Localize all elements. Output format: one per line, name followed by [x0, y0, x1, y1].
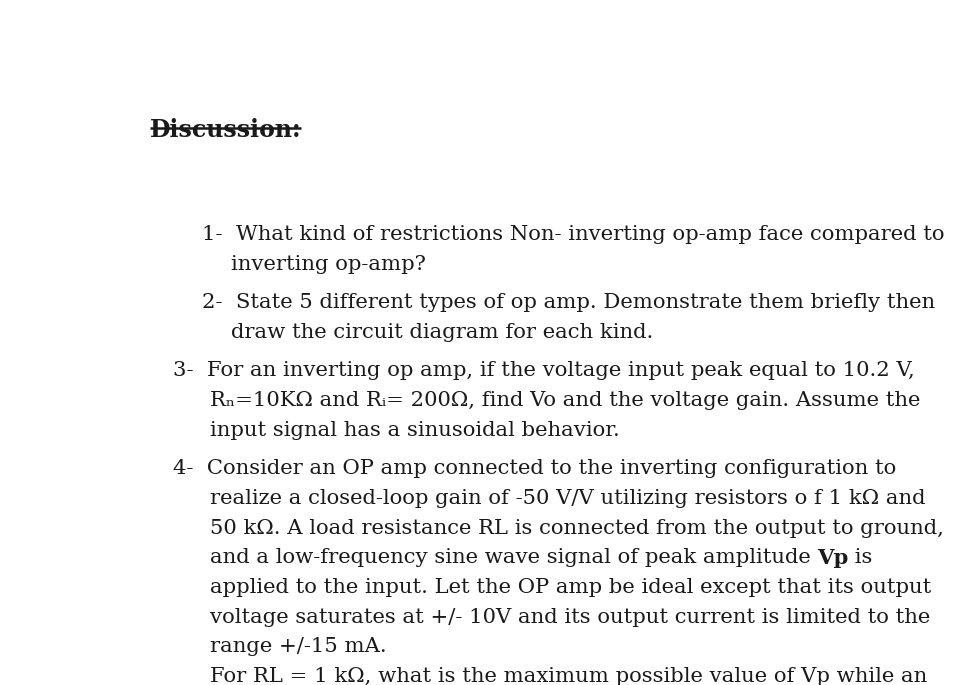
Text: draw the circuit diagram for each kind.: draw the circuit diagram for each kind.: [231, 323, 654, 342]
Text: inverting op-amp?: inverting op-amp?: [231, 255, 426, 274]
Text: applied to the input. Let the OP amp be ideal except that its output: applied to the input. Let the OP amp be …: [210, 578, 931, 597]
Text: voltage saturates at +/- 10V and its output current is limited to the: voltage saturates at +/- 10V and its out…: [210, 608, 929, 627]
Text: and a low-frequency sine wave signal of peak amplitude: and a low-frequency sine wave signal of …: [210, 548, 817, 567]
Text: 2-  State 5 different types of op amp. Demonstrate them briefly then: 2- State 5 different types of op amp. De…: [202, 293, 935, 312]
Text: input signal has a sinusoidal behavior.: input signal has a sinusoidal behavior.: [210, 421, 619, 440]
Text: For RL = 1 kΩ, what is the maximum possible value of Vp while an: For RL = 1 kΩ, what is the maximum possi…: [210, 667, 926, 685]
Text: 3-  For an inverting op amp, if the voltage input peak equal to 10.2 V,: 3- For an inverting op amp, if the volta…: [173, 362, 915, 380]
Text: 1-  What kind of restrictions Non- inverting op-amp face compared to: 1- What kind of restrictions Non- invert…: [202, 225, 945, 244]
Text: range +/-15 mA.: range +/-15 mA.: [210, 637, 386, 656]
Text: 50 kΩ. A load resistance RL is connected from the output to ground,: 50 kΩ. A load resistance RL is connected…: [210, 519, 944, 538]
Text: 4-  Consider an OP amp connected to the inverting configuration to: 4- Consider an OP amp connected to the i…: [173, 460, 897, 478]
Text: realize a closed-loop gain of -50 V/V utilizing resistors o f 1 kΩ and: realize a closed-loop gain of -50 V/V ut…: [210, 489, 925, 508]
Text: Discussion:: Discussion:: [150, 119, 301, 142]
Text: Vp: Vp: [817, 548, 848, 569]
Text: is: is: [848, 548, 872, 567]
Text: Rₙ=10KΩ and Rᵢ= 200Ω, find Vo and the voltage gain. Assume the: Rₙ=10KΩ and Rᵢ= 200Ω, find Vo and the vo…: [210, 391, 920, 410]
